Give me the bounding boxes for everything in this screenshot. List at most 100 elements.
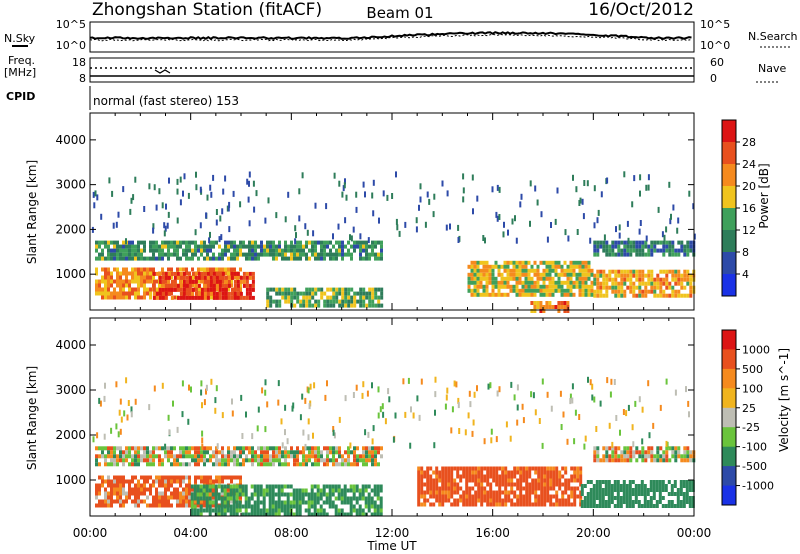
data-cell (456, 482, 460, 487)
data-cell (302, 295, 306, 300)
data-cell (510, 470, 514, 475)
data-cell (128, 283, 131, 288)
data-cell (256, 500, 260, 505)
data-cell (516, 404, 519, 411)
data-cell (328, 504, 332, 509)
data-cell (370, 512, 374, 517)
data-cell (155, 244, 158, 249)
data-cell (313, 484, 317, 489)
data-cell (307, 496, 311, 501)
data-cell (546, 490, 550, 495)
data-cell (540, 211, 543, 218)
data-cell (313, 504, 317, 509)
data-cell (581, 284, 585, 289)
data-cell (691, 484, 695, 488)
data-cell (187, 418, 190, 425)
data-cell (628, 492, 632, 496)
data-cell (257, 256, 260, 261)
data-cell (429, 466, 433, 471)
data-cell (104, 240, 107, 245)
data-cell (266, 446, 269, 451)
data-cell (592, 488, 596, 492)
data-cell (423, 482, 427, 487)
data-cell (674, 293, 678, 298)
data-cell (573, 474, 577, 479)
data-cell (417, 486, 421, 491)
data-cell (542, 309, 546, 313)
data-cell (552, 478, 556, 483)
data-cell (489, 490, 493, 495)
data-cell (662, 252, 666, 257)
data-cell (323, 299, 327, 304)
data-cell (101, 252, 104, 257)
data-cell (376, 508, 380, 513)
data-cell (341, 287, 345, 292)
data-cell (110, 275, 113, 280)
data-cell (161, 248, 164, 253)
data-cell (623, 281, 627, 286)
data-cell (173, 458, 176, 463)
data-cell (290, 252, 293, 257)
data-cell (125, 248, 128, 253)
data-cell (482, 235, 485, 241)
data-cell (197, 295, 201, 300)
data-cell (567, 478, 571, 483)
data-cell (580, 484, 584, 488)
data-cell (146, 495, 149, 500)
data-cell (609, 391, 612, 398)
data-cell (202, 492, 206, 497)
data-cell (311, 252, 314, 257)
data-cell (134, 244, 137, 249)
data-cell (337, 512, 341, 517)
data-cell (194, 458, 197, 463)
data-cell (140, 499, 143, 504)
data-cell (512, 260, 516, 265)
data-cell (673, 504, 677, 508)
data-cell (462, 466, 466, 471)
data-cell (233, 279, 237, 284)
data-cell (167, 483, 170, 488)
data-cell (593, 273, 597, 278)
data-cell (628, 480, 632, 484)
data-cell (362, 240, 365, 245)
data-cell (450, 494, 454, 499)
data-cell (224, 295, 228, 300)
data-cell (95, 248, 98, 253)
data-cell (543, 478, 547, 483)
data-cell (179, 279, 182, 284)
data-cell (564, 498, 568, 503)
data-cell (167, 275, 171, 280)
data-cell (374, 462, 377, 467)
data-cell (229, 488, 233, 493)
data-cell (689, 450, 693, 455)
data-cell (200, 380, 203, 387)
data-cell (584, 435, 587, 442)
data-cell (417, 466, 421, 471)
data-cell (176, 275, 180, 280)
x-axis-title: Time UT (366, 539, 417, 553)
data-cell (367, 500, 371, 505)
data-cell (212, 487, 215, 492)
data-cell (685, 496, 689, 500)
data-cell (140, 240, 143, 245)
data-cell (356, 454, 359, 459)
data-cell (236, 462, 239, 467)
data-cell (134, 295, 137, 300)
data-cell (377, 303, 381, 308)
data-cell (377, 412, 380, 419)
data-cell (191, 487, 194, 492)
data-cell (310, 496, 314, 501)
data-cell (453, 478, 457, 483)
data-cell (238, 484, 242, 489)
data-cell (617, 454, 621, 459)
data-cell (266, 252, 269, 257)
data-cell (277, 492, 281, 497)
data-cell (470, 260, 474, 265)
data-cell (344, 462, 347, 467)
data-cell (284, 248, 287, 253)
data-cell (347, 240, 350, 245)
data-cell (158, 483, 161, 488)
data-cell (266, 244, 269, 249)
data-cell (205, 496, 209, 501)
